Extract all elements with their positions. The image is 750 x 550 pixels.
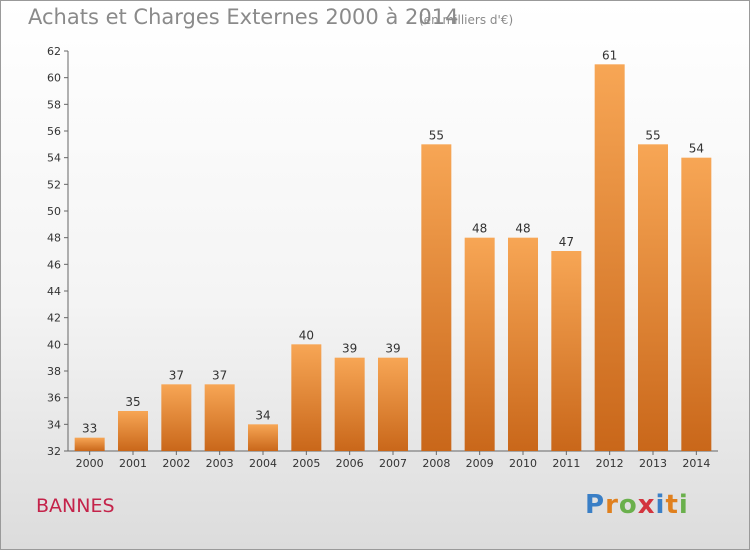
y-tick-label: 36 xyxy=(47,392,61,405)
data-label-2011: 47 xyxy=(559,235,574,249)
y-tick-label: 54 xyxy=(47,152,61,165)
bar-2011 xyxy=(551,251,582,451)
bar-2007 xyxy=(378,357,408,451)
bar-2012 xyxy=(594,64,625,451)
y-tick-label: 40 xyxy=(47,338,61,351)
bar-2004 xyxy=(248,424,278,451)
bar-2013 xyxy=(638,144,668,451)
y-tick-label: 38 xyxy=(47,365,61,378)
logo-letter: P xyxy=(585,490,606,520)
data-label-2012: 61 xyxy=(602,48,617,62)
x-tick-label-2000: 2000 xyxy=(76,457,104,470)
x-tick-label-2006: 2006 xyxy=(336,457,364,470)
data-label-2002: 37 xyxy=(169,368,184,382)
data-label-2001: 35 xyxy=(125,395,140,409)
data-label-2003: 37 xyxy=(212,368,227,382)
x-tick-label-2002: 2002 xyxy=(162,457,190,470)
x-tick-label-2012: 2012 xyxy=(596,457,624,470)
logo-letter: i xyxy=(678,490,689,520)
y-tick-label: 50 xyxy=(47,205,61,218)
place-name: BANNES xyxy=(36,495,115,517)
bar-2005 xyxy=(291,344,322,451)
data-label-2007: 39 xyxy=(385,342,400,356)
bar-2010 xyxy=(508,237,538,451)
bar-2001 xyxy=(118,411,148,451)
bar-2002 xyxy=(161,384,192,451)
y-tick-label: 48 xyxy=(47,232,61,245)
data-label-2005: 40 xyxy=(299,328,314,342)
y-tick-label: 56 xyxy=(47,125,61,138)
y-tick-label: 42 xyxy=(47,312,61,325)
x-tick-label-2008: 2008 xyxy=(422,457,450,470)
y-tick-label: 58 xyxy=(47,98,61,111)
x-tick-label-2005: 2005 xyxy=(292,457,320,470)
y-tick-label: 52 xyxy=(47,178,61,191)
bars: 33 35 37 37 34 40 39 39 55 48 48 47 61 55 54 xyxy=(74,48,712,452)
logo-letter: i xyxy=(655,490,666,520)
x-tick-label-2011: 2011 xyxy=(552,457,580,470)
data-label-2014: 54 xyxy=(689,142,704,156)
y-tick-label: 34 xyxy=(47,418,61,431)
data-label-2013: 55 xyxy=(645,128,660,142)
y-tick-label: 62 xyxy=(47,45,61,58)
logo-letter: o xyxy=(618,490,638,520)
bar-2003 xyxy=(204,384,235,451)
y-tick-label: 60 xyxy=(47,72,61,85)
bar-2006 xyxy=(334,357,365,451)
x-tick-label-2007: 2007 xyxy=(379,457,407,470)
x-tick-label-2003: 2003 xyxy=(206,457,234,470)
bar-2009 xyxy=(464,237,495,451)
data-label-2009: 48 xyxy=(472,222,487,236)
data-label-2006: 39 xyxy=(342,342,357,356)
proxiti-logo[interactable]: Proxiti xyxy=(585,490,689,520)
data-label-2000: 33 xyxy=(82,422,97,436)
logo-letter: r xyxy=(605,490,619,520)
x-tick-label-2013: 2013 xyxy=(639,457,667,470)
bar-2014 xyxy=(681,157,712,452)
logo-letter: x xyxy=(637,490,656,520)
x-tick-label-2014: 2014 xyxy=(682,457,710,470)
y-tick-label: 46 xyxy=(47,258,61,271)
chart-title: Achats et Charges Externes 2000 à 2014 xyxy=(28,5,459,29)
y-tick-label: 32 xyxy=(47,445,61,458)
axes: 32 34 36 38 40 42 44 46 48 50 52 54 56 58 60 62 2000 2001… xyxy=(47,45,718,470)
x-tick-label-2010: 2010 xyxy=(509,457,537,470)
logo-letter: t xyxy=(665,490,679,520)
x-tick-label-2004: 2004 xyxy=(249,457,277,470)
data-label-2010: 48 xyxy=(515,222,530,236)
data-label-2008: 55 xyxy=(429,128,444,142)
bar-2000 xyxy=(74,437,105,451)
chart-subtitle: (en milliers d'€) xyxy=(419,13,514,27)
bar-2008 xyxy=(421,144,452,451)
x-tick-label-2001: 2001 xyxy=(119,457,147,470)
data-label-2004: 34 xyxy=(255,408,270,422)
x-tick-label-2009: 2009 xyxy=(466,457,494,470)
y-tick-label: 44 xyxy=(47,285,61,298)
